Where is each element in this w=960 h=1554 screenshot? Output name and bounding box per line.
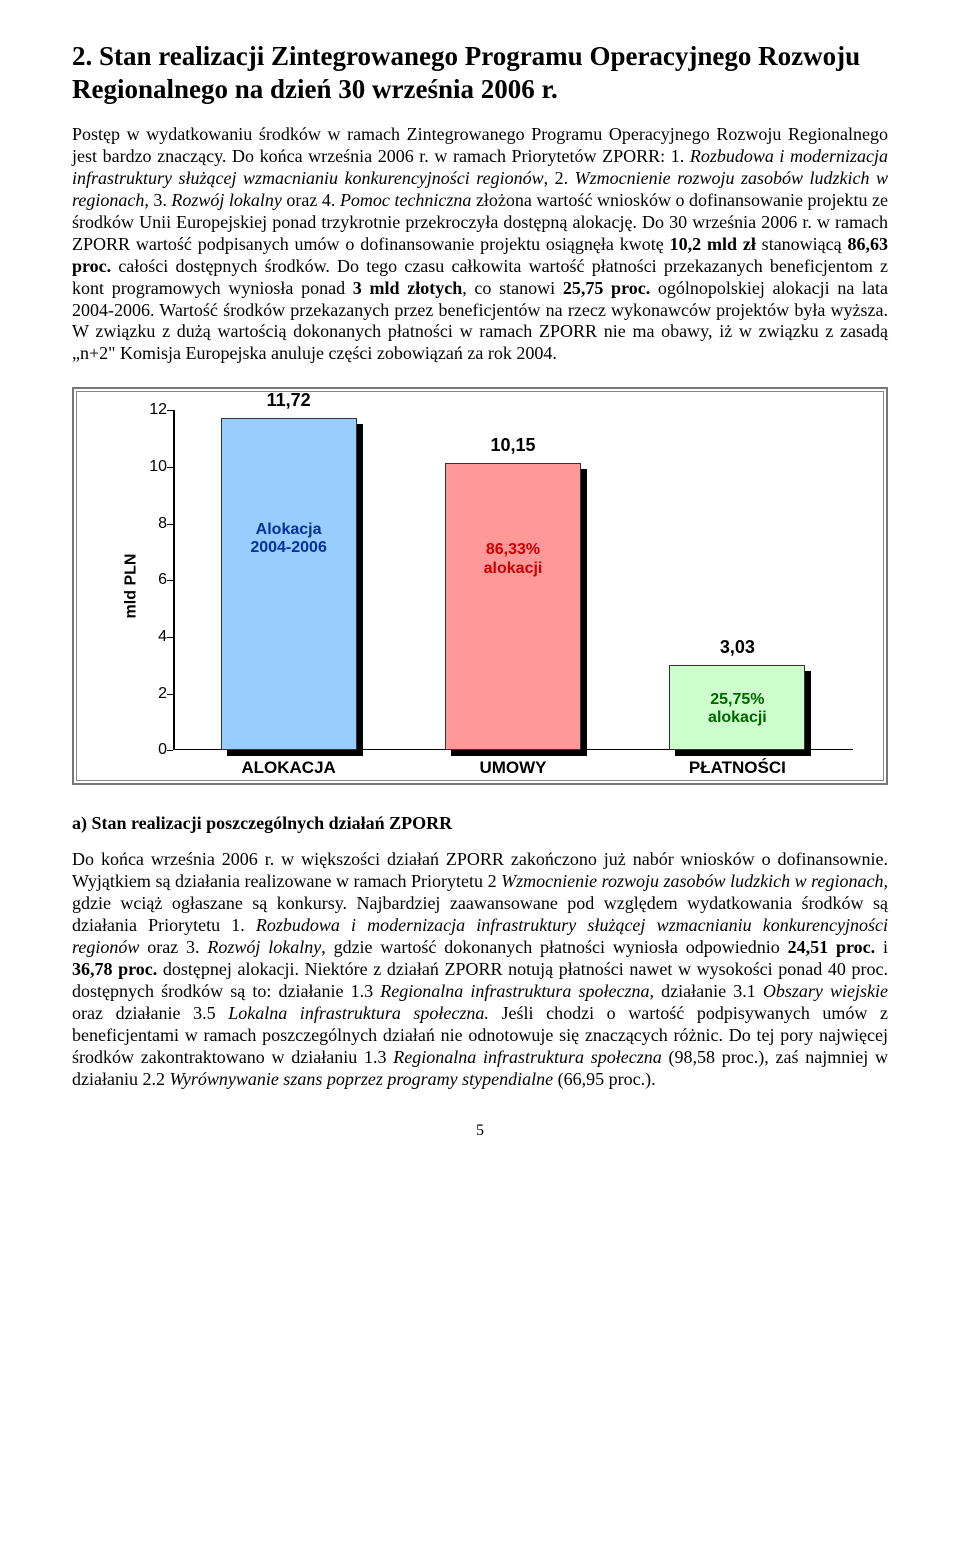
bar-value-label: 3,03: [720, 637, 755, 659]
page-number: 5: [72, 1121, 888, 1141]
chart-inner: mld PLN 02468101211,72ALOKACJAAlokacja20…: [76, 391, 884, 781]
bar-annotation: 25,75%alokacji: [708, 691, 767, 729]
chart-plot-area: 02468101211,72ALOKACJAAlokacja2004-20061…: [173, 410, 853, 750]
y-axis: [173, 410, 175, 750]
subsection-heading: a) Stan realizacji poszczególnych działa…: [72, 813, 888, 835]
y-tick-label: 12: [129, 401, 167, 421]
bar-annotation: Alokacja2004-2006: [250, 521, 327, 559]
chart-bar: [221, 418, 357, 750]
category-label: ALOKACJA: [241, 758, 335, 779]
category-label: UMOWY: [479, 758, 546, 779]
heading-text: 2. Stan realizacji Zintegrowanego Progra…: [72, 41, 860, 104]
category-label: PŁATNOŚCI: [689, 758, 786, 779]
y-tick-label: 6: [129, 571, 167, 591]
chart-frame: mld PLN 02468101211,72ALOKACJAAlokacja20…: [72, 387, 888, 785]
paragraph-2: Do końca września 2006 r. w większości d…: [72, 849, 888, 1090]
section-heading: 2. Stan realizacji Zintegrowanego Progra…: [72, 40, 888, 106]
subheading-text: a) Stan realizacji poszczególnych działa…: [72, 813, 452, 833]
y-tick-label: 8: [129, 514, 167, 534]
bar-value-label: 11,72: [267, 390, 311, 412]
y-tick-label: 0: [129, 741, 167, 761]
y-tick-label: 10: [129, 457, 167, 477]
bar-annotation: 86,33%alokacji: [484, 541, 543, 579]
chart-bar: [445, 463, 581, 751]
bar-value-label: 10,15: [490, 435, 535, 457]
paragraph-1: Postęp w wydatkowaniu środków w ramach Z…: [72, 124, 888, 365]
y-tick-label: 2: [129, 684, 167, 704]
y-tick-label: 4: [129, 627, 167, 647]
